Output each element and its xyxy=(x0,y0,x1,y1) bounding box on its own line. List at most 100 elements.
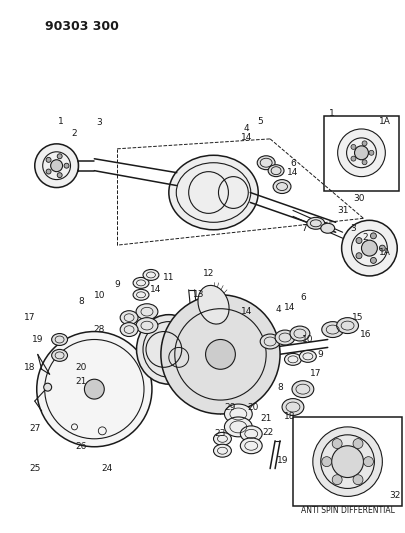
Ellipse shape xyxy=(133,289,149,300)
Ellipse shape xyxy=(320,223,334,233)
Ellipse shape xyxy=(336,318,358,334)
Ellipse shape xyxy=(291,381,313,398)
Text: 14: 14 xyxy=(240,133,252,142)
Text: 1A: 1A xyxy=(378,248,390,256)
Circle shape xyxy=(37,332,151,447)
Text: ANTI SPIN DIFFERENTIAL: ANTI SPIN DIFFERENTIAL xyxy=(300,506,394,515)
Circle shape xyxy=(160,295,279,414)
Ellipse shape xyxy=(257,156,275,169)
Circle shape xyxy=(341,220,396,276)
Ellipse shape xyxy=(289,326,309,341)
Circle shape xyxy=(378,245,384,251)
Ellipse shape xyxy=(120,311,138,325)
Circle shape xyxy=(355,238,361,244)
Circle shape xyxy=(337,129,384,176)
Circle shape xyxy=(57,154,62,159)
Text: 13: 13 xyxy=(192,290,204,300)
Text: 10: 10 xyxy=(301,335,313,344)
Ellipse shape xyxy=(136,318,158,334)
Text: 32: 32 xyxy=(389,491,400,500)
Ellipse shape xyxy=(133,277,149,288)
Circle shape xyxy=(361,160,366,165)
Text: 90303 300: 90303 300 xyxy=(45,20,118,33)
Ellipse shape xyxy=(168,155,258,230)
Circle shape xyxy=(46,169,51,174)
Text: 4: 4 xyxy=(275,305,280,314)
Text: 2: 2 xyxy=(362,233,367,241)
Ellipse shape xyxy=(284,353,301,365)
Text: 9: 9 xyxy=(114,280,120,289)
Text: 10: 10 xyxy=(93,292,105,300)
Text: 3: 3 xyxy=(96,118,102,127)
Text: 21: 21 xyxy=(76,377,87,386)
Bar xyxy=(292,417,401,506)
Bar xyxy=(323,116,398,190)
Text: 28: 28 xyxy=(94,325,105,334)
Circle shape xyxy=(44,383,51,391)
Text: 15: 15 xyxy=(351,313,362,322)
Text: 2: 2 xyxy=(72,130,77,139)
Text: 9: 9 xyxy=(316,350,322,359)
Ellipse shape xyxy=(213,445,231,457)
Circle shape xyxy=(352,475,362,484)
Text: 25: 25 xyxy=(29,464,40,473)
Text: 20: 20 xyxy=(247,402,258,411)
Text: 6: 6 xyxy=(290,159,295,168)
Circle shape xyxy=(369,233,375,239)
Ellipse shape xyxy=(136,314,200,384)
Text: 17: 17 xyxy=(24,313,36,322)
Circle shape xyxy=(84,379,104,399)
Ellipse shape xyxy=(298,350,315,362)
Text: 12: 12 xyxy=(202,270,214,278)
Circle shape xyxy=(360,240,376,256)
Circle shape xyxy=(51,160,62,172)
Ellipse shape xyxy=(51,334,67,345)
Text: 5: 5 xyxy=(257,117,262,125)
Text: 1: 1 xyxy=(58,117,63,125)
Ellipse shape xyxy=(240,426,262,442)
Circle shape xyxy=(362,457,373,466)
Text: 1A: 1A xyxy=(378,117,390,125)
Text: 16: 16 xyxy=(359,330,370,339)
Circle shape xyxy=(350,156,355,161)
Text: 31: 31 xyxy=(336,206,347,215)
Text: 7: 7 xyxy=(300,224,306,233)
Text: 21: 21 xyxy=(260,415,271,423)
Text: 20: 20 xyxy=(76,363,87,372)
Text: 11: 11 xyxy=(163,273,174,282)
Text: 19: 19 xyxy=(277,456,288,465)
Ellipse shape xyxy=(267,165,284,176)
Text: 3: 3 xyxy=(350,224,356,233)
Text: 4: 4 xyxy=(243,125,249,133)
Circle shape xyxy=(312,427,382,496)
Ellipse shape xyxy=(240,438,262,454)
Ellipse shape xyxy=(143,270,158,280)
Circle shape xyxy=(57,173,62,177)
Text: 18: 18 xyxy=(284,413,295,422)
Text: 14: 14 xyxy=(240,307,252,316)
Ellipse shape xyxy=(321,321,343,337)
Circle shape xyxy=(350,144,355,149)
Circle shape xyxy=(355,253,361,259)
Circle shape xyxy=(321,457,331,466)
Circle shape xyxy=(331,439,341,449)
Ellipse shape xyxy=(281,399,303,415)
Circle shape xyxy=(46,157,51,163)
Ellipse shape xyxy=(198,285,228,324)
Ellipse shape xyxy=(273,180,290,193)
Text: 19: 19 xyxy=(32,335,43,344)
Text: 1: 1 xyxy=(328,109,334,118)
Circle shape xyxy=(354,146,367,160)
Ellipse shape xyxy=(224,417,252,437)
Ellipse shape xyxy=(51,350,67,361)
Text: 23: 23 xyxy=(214,430,226,438)
Circle shape xyxy=(205,340,235,369)
Circle shape xyxy=(369,257,375,263)
Ellipse shape xyxy=(306,217,324,229)
Ellipse shape xyxy=(136,304,158,320)
Text: 27: 27 xyxy=(29,424,40,433)
Ellipse shape xyxy=(275,330,294,345)
Text: 6: 6 xyxy=(299,293,305,302)
Circle shape xyxy=(331,475,341,484)
Text: 8: 8 xyxy=(78,297,84,306)
